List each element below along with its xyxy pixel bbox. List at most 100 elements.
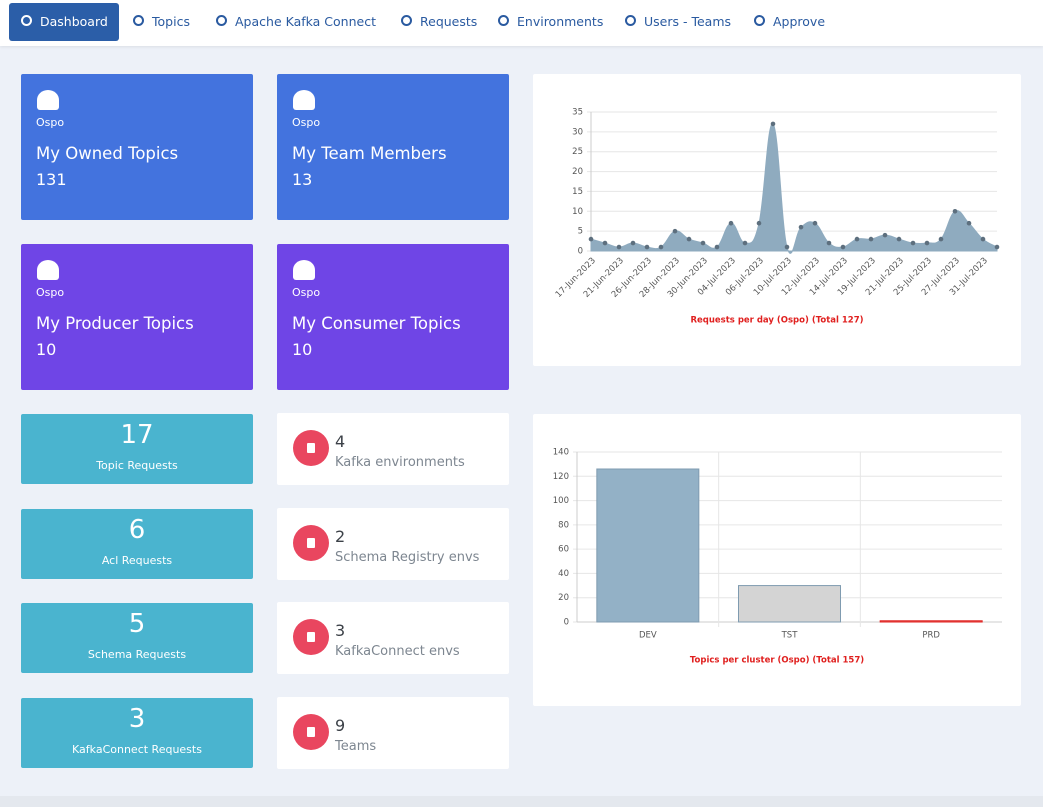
x-tick-label: PRD — [922, 631, 940, 641]
nav-item[interactable]: Topics — [132, 3, 190, 41]
card-title: My Consumer Topics — [292, 314, 461, 333]
request-card[interactable]: 17 Topic Requests — [21, 414, 253, 484]
nav-icon — [498, 15, 509, 26]
card-env: Ospo — [292, 116, 321, 129]
y-tick-label: 120 — [553, 472, 569, 482]
point — [728, 220, 734, 226]
request-card[interactable]: 5 Schema Requests — [21, 603, 253, 673]
chart-panel: 0 20 40 60 80 100 120 140 DEV TST PRD Topics per cl… — [533, 414, 1021, 706]
point — [826, 240, 832, 246]
nav-item[interactable]: Dashboard — [9, 3, 119, 41]
card-title: My Owned Topics — [36, 144, 179, 163]
env-icon — [293, 430, 329, 466]
y-tick-label: 30 — [572, 127, 583, 137]
env-icon — [293, 714, 329, 750]
nav-icon — [401, 15, 412, 26]
y-tick-label: 15 — [572, 187, 583, 197]
card-value: 10 — [36, 340, 57, 359]
nav-item[interactable]: Requests — [400, 3, 477, 41]
env-count: 2 — [335, 527, 346, 546]
point — [910, 240, 916, 246]
y-tick-label: 20 — [572, 167, 583, 177]
card-title: My Team Members — [292, 144, 447, 163]
point — [980, 236, 986, 242]
nav-icon — [21, 15, 32, 26]
card-icon — [37, 260, 59, 280]
env-card: 3 KafkaConnect envs — [277, 602, 509, 674]
request-count: 6 — [128, 515, 146, 545]
nav-item[interactable]: Approve — [753, 3, 825, 41]
point — [630, 240, 636, 246]
y-tick-label: 35 — [572, 108, 583, 118]
point — [798, 224, 804, 230]
point — [812, 220, 818, 226]
point — [658, 244, 664, 250]
area — [590, 123, 998, 254]
env-icon — [293, 619, 329, 655]
point — [854, 236, 860, 242]
request-label: Schema Requests — [87, 648, 187, 661]
nav-item[interactable]: Users - Teams — [624, 3, 731, 41]
card-value: 13 — [292, 170, 313, 189]
stat-card: Ospo My Producer Topics 10 — [21, 244, 253, 390]
card-env: Ospo — [36, 116, 65, 129]
nav-icon — [216, 15, 227, 26]
point — [686, 236, 692, 242]
env-label: Schema Registry envs — [335, 550, 480, 565]
nav-item[interactable]: Environments — [497, 3, 603, 41]
card-icon — [293, 90, 315, 110]
y-tick-label: 0 — [578, 247, 583, 257]
point — [924, 240, 930, 246]
y-tick-label: 25 — [572, 147, 583, 157]
point — [700, 240, 706, 246]
point — [742, 240, 748, 246]
env-card: 2 Schema Registry envs — [277, 508, 509, 580]
card-value: 10 — [292, 340, 313, 359]
chart-panel: 0 5 10 15 20 25 30 35 17-Jun-2023 21-Jun-2023 26-J… — [533, 74, 1021, 366]
env-label: KafkaConnect envs — [335, 644, 460, 659]
nav-item[interactable]: Apache Kafka Connect — [215, 3, 376, 41]
env-count: 9 — [335, 716, 346, 735]
chart-title: Topics per cluster (Ospo) (Total 157) — [690, 656, 864, 666]
env-count: 3 — [335, 621, 346, 640]
nav-icon — [754, 15, 765, 26]
stat-card: Ospo My Consumer Topics 10 — [277, 244, 509, 390]
point — [868, 236, 874, 242]
point — [770, 121, 776, 127]
nav-icon — [625, 15, 636, 26]
point — [756, 220, 762, 226]
point — [896, 236, 902, 242]
card-value: 131 — [36, 170, 67, 189]
card-icon — [37, 90, 59, 110]
stat-card: Ospo My Team Members 13 — [277, 74, 509, 220]
bar — [596, 468, 700, 623]
point — [602, 240, 608, 246]
nav-icon — [133, 15, 144, 26]
y-tick-label: 10 — [572, 207, 583, 217]
env-label: Teams — [335, 739, 377, 754]
point — [588, 236, 594, 242]
point — [994, 244, 1000, 250]
point — [672, 228, 678, 234]
point — [616, 244, 622, 250]
y-tick-label: 0 — [564, 618, 569, 628]
env-icon — [293, 525, 329, 561]
point — [840, 244, 846, 250]
env-card: 4 Kafka environments — [277, 413, 509, 485]
request-card[interactable]: 6 Acl Requests — [21, 509, 253, 579]
y-tick-label: 20 — [558, 593, 569, 603]
y-tick-label: 140 — [553, 448, 569, 458]
request-card[interactable]: 3 KafkaConnect Requests — [21, 698, 253, 768]
card-env: Ospo — [36, 286, 65, 299]
point — [952, 208, 958, 214]
x-tick-label: DEV — [639, 631, 657, 641]
y-tick-label: 5 — [578, 227, 583, 237]
request-count: 5 — [128, 609, 146, 639]
point — [938, 236, 944, 242]
y-tick-label: 100 — [553, 496, 569, 506]
navbar: Dashboard Topics Apache Kafka Connect Reque… — [0, 0, 1043, 46]
y-tick-label: 40 — [558, 569, 569, 579]
chart: 0 20 40 60 80 100 120 140 DEV TST PRD Topics per cl… — [553, 448, 1002, 666]
point — [714, 244, 720, 250]
